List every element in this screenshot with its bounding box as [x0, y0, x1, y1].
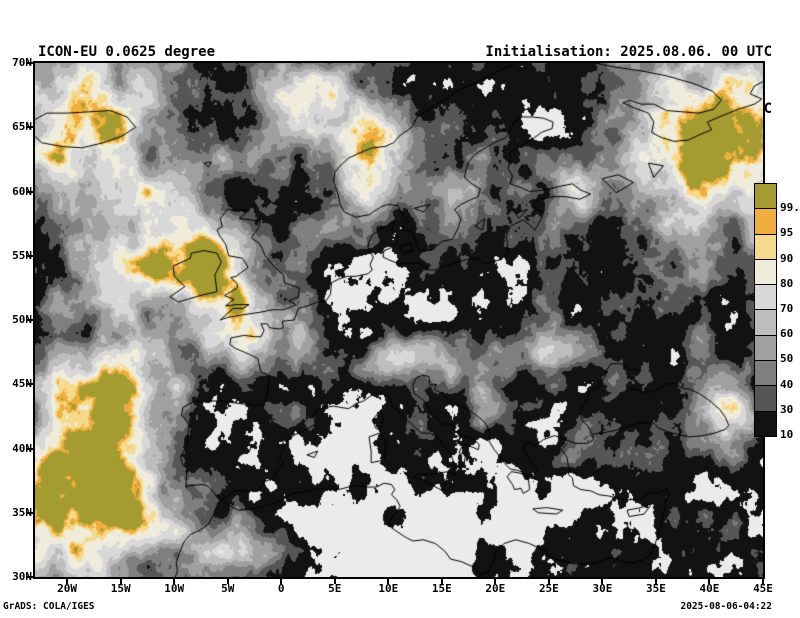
- lon-axis-label: 25E: [538, 582, 559, 595]
- lon-axis-label: 0: [277, 582, 285, 595]
- axis-tick: [708, 579, 711, 584]
- lat-axis-label: 65N: [12, 120, 32, 134]
- legend-color-segment: [755, 259, 776, 286]
- legend-level-label: 99.5: [780, 201, 800, 215]
- legend-color-segment: [755, 209, 776, 235]
- legend-color-segment: [755, 310, 776, 336]
- legend-level-label: 90: [780, 251, 794, 265]
- legend-color-segment: [755, 184, 776, 210]
- axis-tick: [226, 579, 229, 584]
- cloud-cover-map-canvas: [35, 63, 763, 577]
- axis-tick: [27, 319, 33, 321]
- lat-axis-label: 55N: [12, 248, 32, 262]
- lon-axis-label: 20E: [485, 582, 506, 595]
- lat-axis-label: 30N: [12, 570, 32, 583]
- axis-tick: [494, 579, 497, 584]
- lon-axis-label: 15W: [110, 582, 131, 595]
- lat-axis-label: 60N: [12, 184, 32, 198]
- legend-level-label: 50: [780, 352, 794, 366]
- legend-level-label: 70: [780, 302, 794, 315]
- lat-axis-label: 70N: [12, 56, 32, 69]
- legend-level-label: 95: [780, 226, 794, 240]
- axis-tick: [280, 579, 283, 584]
- lon-axis-label: 10E: [378, 582, 399, 595]
- lat-axis-label: 45N: [12, 377, 32, 391]
- legend-level-label: 80: [780, 276, 794, 290]
- axis-tick: [654, 579, 657, 584]
- lon-axis-label: 30E: [592, 582, 613, 595]
- lon-axis-label: 10W: [164, 582, 185, 595]
- axis-tick: [333, 579, 336, 584]
- lat-axis-label: 50N: [12, 313, 32, 326]
- legend-color-segment: [755, 285, 776, 311]
- legend-colorbar: [754, 183, 777, 437]
- legend-level-label: 60: [780, 327, 794, 341]
- legend-color-segment: [755, 234, 776, 260]
- axis-tick: [119, 579, 122, 584]
- axis-tick: [440, 579, 443, 584]
- lon-axis-label: 15E: [431, 582, 452, 595]
- axis-tick: [27, 126, 33, 129]
- axis-tick: [547, 579, 550, 584]
- lon-axis-label: 5W: [221, 582, 235, 595]
- axis-tick: [66, 579, 69, 584]
- axis-tick: [27, 447, 33, 450]
- axis-tick: [27, 62, 33, 64]
- legend-level-label: 40: [780, 377, 794, 391]
- axis-tick: [762, 579, 764, 584]
- model-title: ICON-EU 0.0625 degree: [38, 44, 216, 60]
- legend-level-label: 30: [780, 402, 794, 416]
- lat-axis-label: 40N: [12, 441, 32, 455]
- init-time: Initialisation: 2025.08.06. 00 UTC: [485, 44, 772, 60]
- legend-color-segment: [755, 411, 776, 436]
- lon-axis-label: 5E: [328, 582, 342, 595]
- axis-tick: [27, 254, 33, 257]
- axis-tick: [173, 579, 176, 584]
- axis-tick: [27, 190, 33, 193]
- legend-color-segment: [755, 386, 776, 412]
- legend-color-segment: [755, 335, 776, 362]
- lat-axis-label: 35N: [12, 505, 32, 519]
- lon-axis-label: 35E: [646, 582, 666, 595]
- axis-tick: [27, 511, 33, 514]
- lon-axis-label: 45E: [753, 582, 773, 595]
- axis-tick: [27, 383, 33, 386]
- lon-axis-label: 40E: [699, 582, 720, 595]
- axis-tick: [27, 576, 33, 578]
- render-timestamp: 2025-08-06-04:22: [680, 601, 772, 612]
- map-frame: [33, 61, 765, 579]
- legend-color-segment: [755, 361, 776, 387]
- axis-tick: [601, 579, 604, 584]
- axis-tick: [387, 579, 390, 584]
- lon-axis-label: 20W: [57, 582, 78, 595]
- legend-level-label: 10: [780, 428, 794, 441]
- grads-credit: GrADS: COLA/IGES: [3, 601, 95, 612]
